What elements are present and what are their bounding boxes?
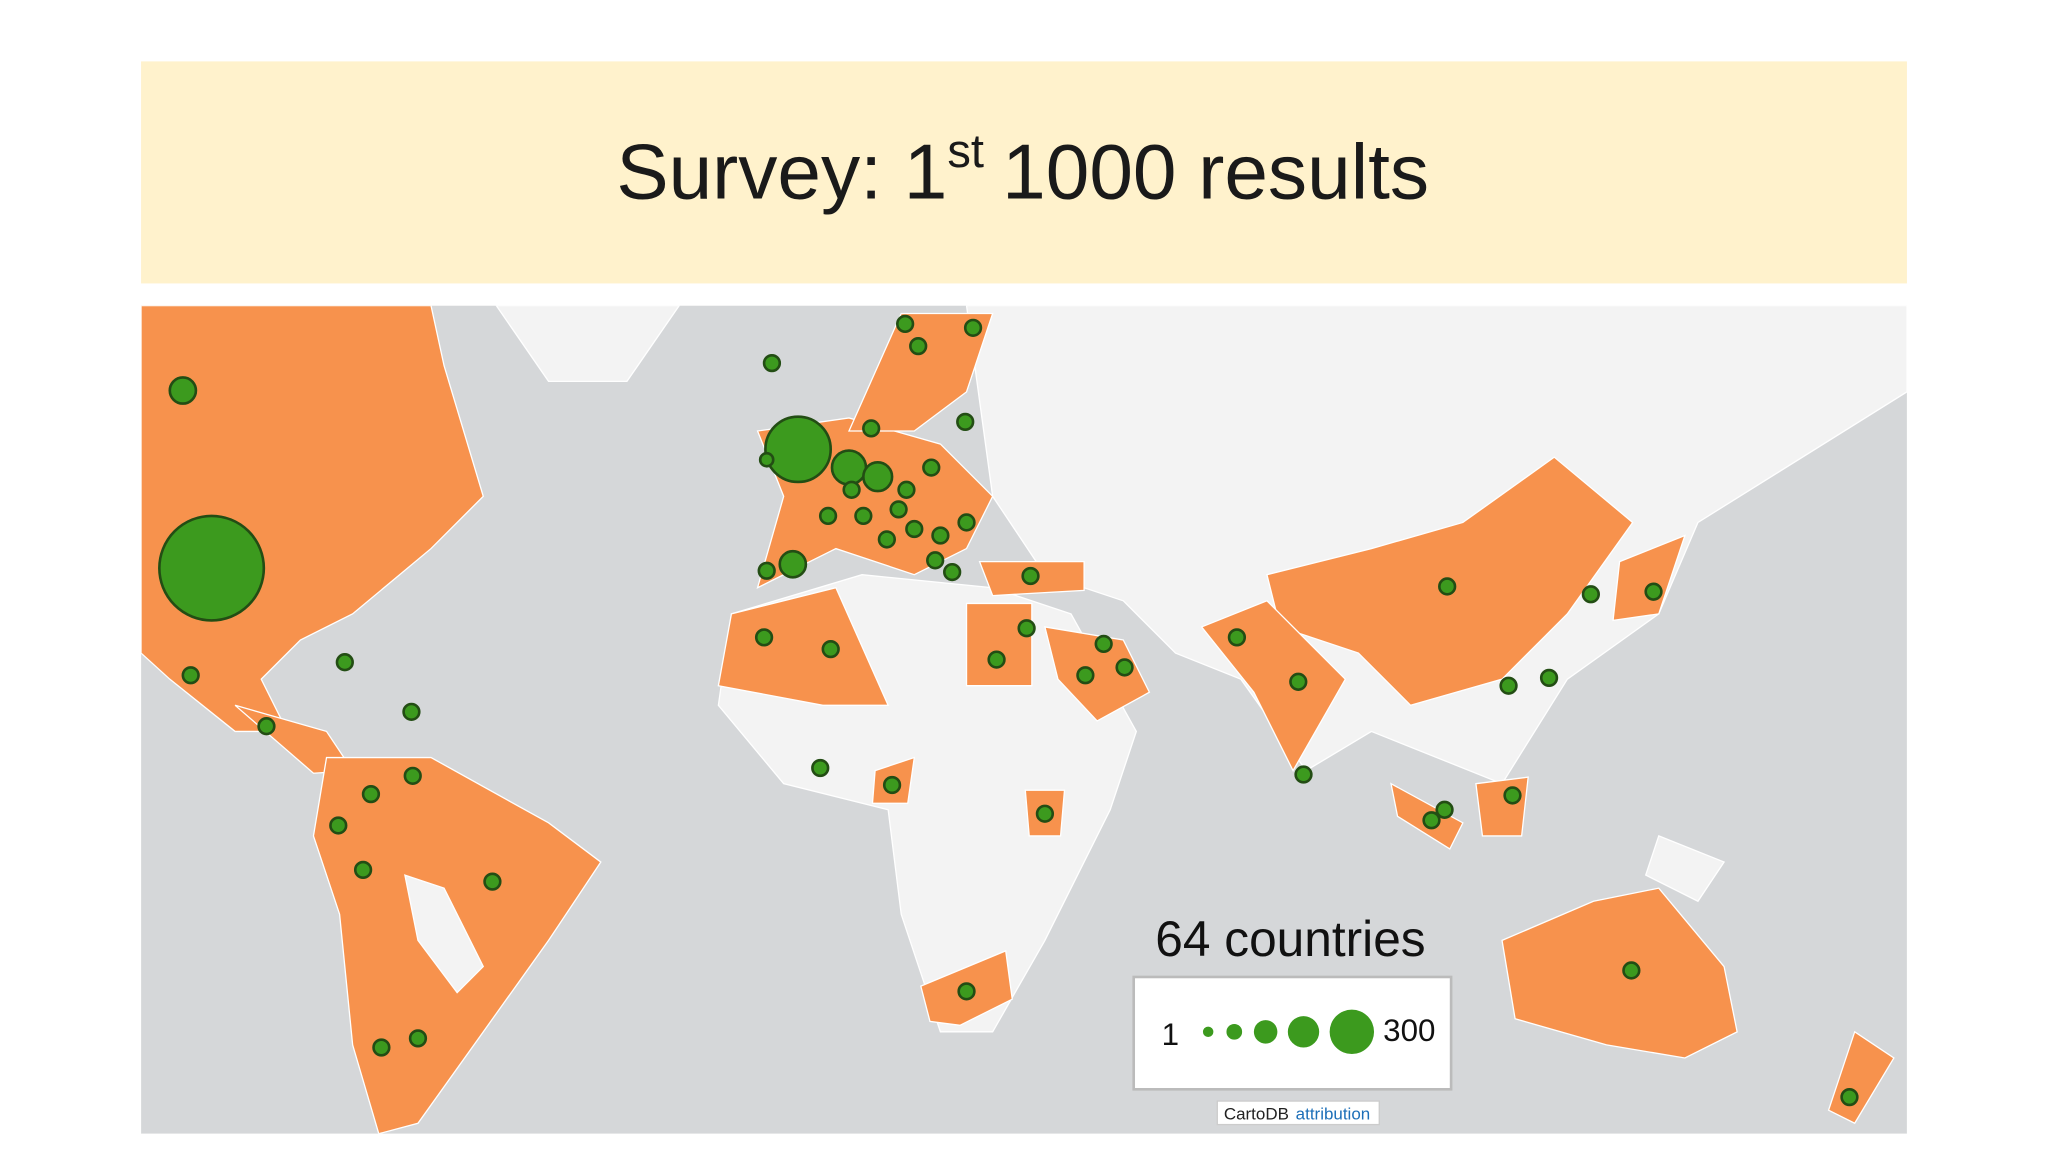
legend-dot — [1202, 1026, 1214, 1038]
survey-dot — [943, 562, 962, 582]
survey-dot — [762, 353, 782, 373]
title-text: Survey: 1 — [616, 128, 947, 216]
survey-dot — [758, 451, 775, 468]
map — [141, 305, 1907, 1134]
australia — [1501, 887, 1738, 1059]
north-america — [141, 305, 485, 733]
legend: 1 300 — [1132, 975, 1453, 1091]
survey-dot — [1227, 628, 1247, 647]
title-rest: 1000 results — [1002, 128, 1429, 216]
survey-dot — [862, 461, 894, 493]
legend-dot — [1329, 1009, 1375, 1055]
survey-dot — [842, 480, 861, 499]
legend-max: 300 — [1383, 1013, 1435, 1048]
survey-dot — [1840, 1088, 1859, 1107]
survey-dot — [889, 500, 908, 519]
survey-dot — [158, 514, 266, 622]
attribution-link[interactable]: attribution — [1296, 1104, 1371, 1123]
survey-dot — [1581, 585, 1600, 604]
survey-dot — [403, 766, 422, 785]
japan — [1612, 534, 1686, 622]
borneo — [1475, 776, 1529, 837]
survey-dot — [1435, 800, 1454, 819]
survey-dot — [987, 650, 1006, 669]
survey-dot — [1076, 666, 1095, 685]
legend-dot — [1226, 1024, 1243, 1040]
slide-title: Survey: 1st 1000 results — [616, 124, 1429, 215]
survey-dot — [926, 551, 945, 570]
survey-dot — [877, 530, 896, 549]
survey-dot — [353, 860, 373, 880]
bolivia — [404, 874, 485, 994]
title-superscript: st — [947, 124, 984, 177]
survey-dot — [1622, 961, 1641, 980]
survey-dot — [757, 561, 776, 580]
egypt — [965, 602, 1033, 687]
survey-dot — [372, 1038, 391, 1057]
survey-dot — [1539, 668, 1559, 688]
survey-dot — [1035, 804, 1055, 823]
survey-dot — [862, 419, 881, 438]
legend-dot — [1253, 1020, 1278, 1044]
survey-dot — [956, 412, 975, 432]
survey-dot — [963, 318, 983, 337]
survey-dot — [402, 702, 421, 721]
survey-dot — [778, 549, 808, 579]
survey-dot — [882, 775, 902, 795]
survey-dot — [168, 376, 198, 405]
survey-dot — [181, 666, 200, 685]
country-count: 64 countries — [1155, 911, 1425, 967]
survey-dot — [764, 415, 832, 484]
survey-dot — [931, 526, 950, 545]
survey-dot — [957, 982, 976, 1001]
survey-dot — [897, 480, 916, 499]
survey-dot — [896, 314, 915, 334]
survey-dot — [830, 449, 868, 486]
greenland — [495, 305, 680, 383]
survey-dot — [754, 628, 774, 647]
survey-dot — [1094, 634, 1113, 654]
survey-dot — [335, 653, 354, 672]
survey-dot — [1021, 566, 1040, 586]
survey-dot — [922, 458, 941, 477]
new-guinea — [1644, 835, 1726, 903]
survey-dots — [158, 314, 1859, 1107]
survey-dot — [1422, 811, 1441, 830]
algeria — [717, 586, 890, 706]
survey-dot — [408, 1029, 428, 1048]
survey-dot — [1017, 619, 1036, 638]
survey-dot — [1115, 658, 1134, 677]
scandinavia — [847, 312, 994, 432]
survey-dot — [361, 784, 381, 804]
attribution: CartoDB attribution — [1216, 1100, 1380, 1126]
survey-dot — [1644, 582, 1663, 601]
survey-dot — [811, 758, 830, 778]
survey-dot — [329, 816, 348, 835]
survey-dot — [1289, 672, 1308, 691]
survey-dot — [957, 513, 976, 532]
survey-dot — [854, 506, 873, 526]
legend-dot — [1287, 1016, 1320, 1048]
survey-dot — [1499, 676, 1518, 695]
legend-min: 1 — [1162, 1017, 1179, 1052]
survey-dot — [821, 640, 840, 659]
survey-dot — [909, 336, 928, 356]
survey-dot — [905, 519, 924, 539]
survey-dot — [257, 717, 276, 736]
title-banner — [141, 61, 1907, 284]
survey-dot — [1503, 786, 1522, 805]
survey-dot — [1438, 577, 1457, 596]
survey-dot — [1294, 765, 1313, 784]
survey-dot — [483, 872, 502, 891]
attribution-source: CartoDB — [1224, 1104, 1289, 1123]
survey-dot — [818, 506, 838, 526]
attribution-box — [1216, 1100, 1380, 1126]
